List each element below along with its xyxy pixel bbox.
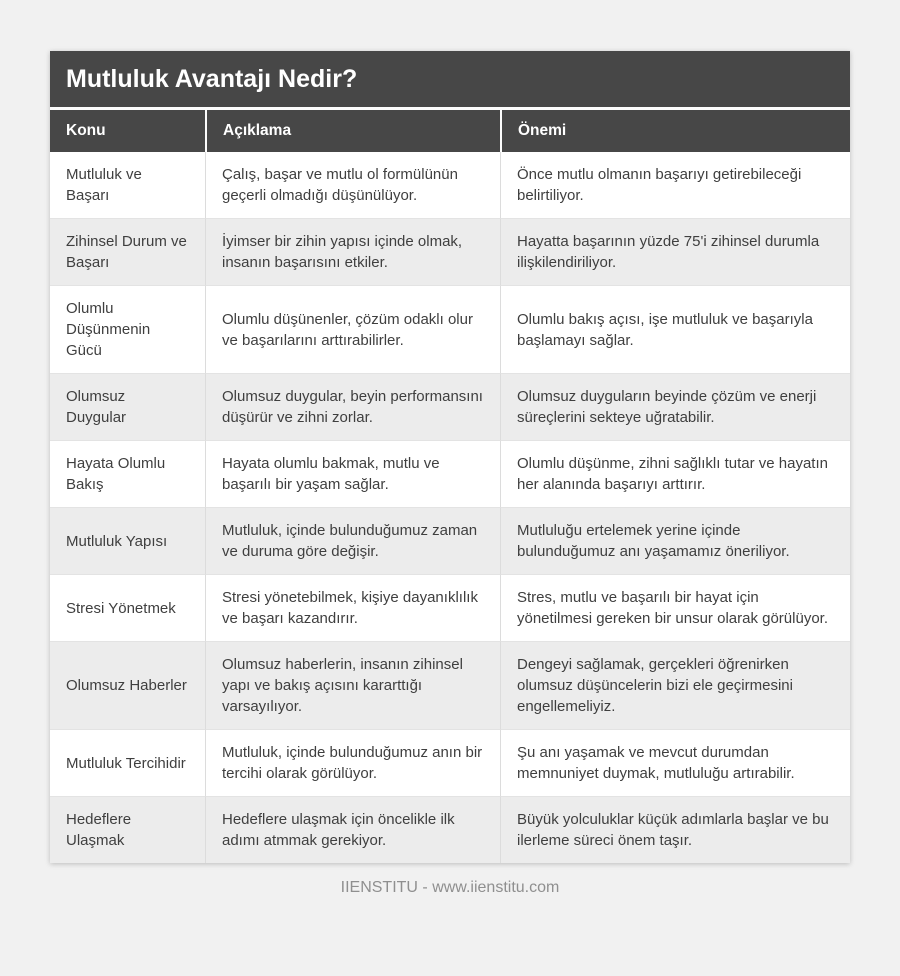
table-row: Mutluluk ve Başarı Çalış, başar ve mutlu… bbox=[50, 152, 850, 218]
cell-onemi: Olumsuz duyguların beyinde çözüm ve ener… bbox=[500, 373, 850, 440]
cell-aciklama: Çalış, başar ve mutlu ol formülünün geçe… bbox=[205, 152, 500, 218]
cell-aciklama: Mutluluk, içinde bulunduğumuz anın bir t… bbox=[205, 729, 500, 796]
table-row: Mutluluk Tercihidir Mutluluk, içinde bul… bbox=[50, 729, 850, 796]
column-header-konu: Konu bbox=[50, 110, 205, 152]
page-title: Mutluluk Avantajı Nedir? bbox=[50, 51, 850, 110]
table-row: Olumlu Düşünmenin Gücü Olumlu düşünenler… bbox=[50, 285, 850, 373]
cell-konu: Hedeflere Ulaşmak bbox=[50, 796, 205, 863]
table-row: Stresi Yönetmek Stresi yönetebilmek, kiş… bbox=[50, 574, 850, 641]
cell-onemi: Büyük yolculuklar küçük adımlarla başlar… bbox=[500, 796, 850, 863]
cell-aciklama: Olumlu düşünenler, çözüm odaklı olur ve … bbox=[205, 285, 500, 373]
cell-konu: Olumlu Düşünmenin Gücü bbox=[50, 285, 205, 373]
cell-aciklama: Hedeflere ulaşmak için öncelikle ilk adı… bbox=[205, 796, 500, 863]
cell-konu: Stresi Yönetmek bbox=[50, 574, 205, 641]
cell-aciklama: İyimser bir zihin yapısı içinde olmak, i… bbox=[205, 218, 500, 285]
header-row: Konu Açıklama Önemi bbox=[50, 110, 850, 152]
cell-aciklama: Olumsuz duygular, beyin performansını dü… bbox=[205, 373, 500, 440]
cell-konu: Olumsuz Haberler bbox=[50, 641, 205, 729]
cell-konu: Mutluluk Yapısı bbox=[50, 507, 205, 574]
cell-onemi: Mutluluğu ertelemek yerine içinde bulund… bbox=[500, 507, 850, 574]
cell-aciklama: Hayata olumlu bakmak, mutlu ve başarılı … bbox=[205, 440, 500, 507]
cell-onemi: Önce mutlu olmanın başarıyı getirebilece… bbox=[500, 152, 850, 218]
table-row: Mutluluk Yapısı Mutluluk, içinde bulundu… bbox=[50, 507, 850, 574]
table-row: Zihinsel Durum ve Başarı İyimser bir zih… bbox=[50, 218, 850, 285]
table-body: Mutluluk ve Başarı Çalış, başar ve mutlu… bbox=[50, 152, 850, 863]
footer-attribution: IIENSTITU - www.iienstitu.com bbox=[340, 879, 560, 896]
table-row: Olumsuz Duygular Olumsuz duygular, beyin… bbox=[50, 373, 850, 440]
cell-onemi: Dengeyi sağlamak, gerçekleri öğrenirken … bbox=[500, 641, 850, 729]
cell-aciklama: Stresi yönetebilmek, kişiye dayanıklılık… bbox=[205, 574, 500, 641]
cell-konu: Mutluluk ve Başarı bbox=[50, 152, 205, 218]
cell-aciklama: Mutluluk, içinde bulunduğumuz zaman ve d… bbox=[205, 507, 500, 574]
cell-onemi: Hayatta başarının yüzde 75'i zihinsel du… bbox=[500, 218, 850, 285]
cell-onemi: Stres, mutlu ve başarılı bir hayat için … bbox=[500, 574, 850, 641]
cell-aciklama: Olumsuz haberlerin, insanın zihinsel yap… bbox=[205, 641, 500, 729]
table-row: Hedeflere Ulaşmak Hedeflere ulaşmak için… bbox=[50, 796, 850, 863]
table-header: Konu Açıklama Önemi bbox=[50, 110, 850, 152]
cell-konu: Hayata Olumlu Bakış bbox=[50, 440, 205, 507]
table-row: Hayata Olumlu Bakış Hayata olumlu bakmak… bbox=[50, 440, 850, 507]
happiness-advantage-table: Konu Açıklama Önemi Mutluluk ve Başarı Ç… bbox=[50, 110, 850, 863]
cell-onemi: Olumlu bakış açısı, işe mutluluk ve başa… bbox=[500, 285, 850, 373]
happiness-table-card: Mutluluk Avantajı Nedir? Konu Açıklama Ö… bbox=[50, 51, 850, 863]
column-header-aciklama: Açıklama bbox=[205, 110, 500, 152]
cell-onemi: Şu anı yaşamak ve mevcut durumdan memnun… bbox=[500, 729, 850, 796]
column-header-onemi: Önemi bbox=[500, 110, 850, 152]
cell-konu: Olumsuz Duygular bbox=[50, 373, 205, 440]
cell-konu: Mutluluk Tercihidir bbox=[50, 729, 205, 796]
table-row: Olumsuz Haberler Olumsuz haberlerin, ins… bbox=[50, 641, 850, 729]
cell-onemi: Olumlu düşünme, zihni sağlıklı tutar ve … bbox=[500, 440, 850, 507]
cell-konu: Zihinsel Durum ve Başarı bbox=[50, 218, 205, 285]
